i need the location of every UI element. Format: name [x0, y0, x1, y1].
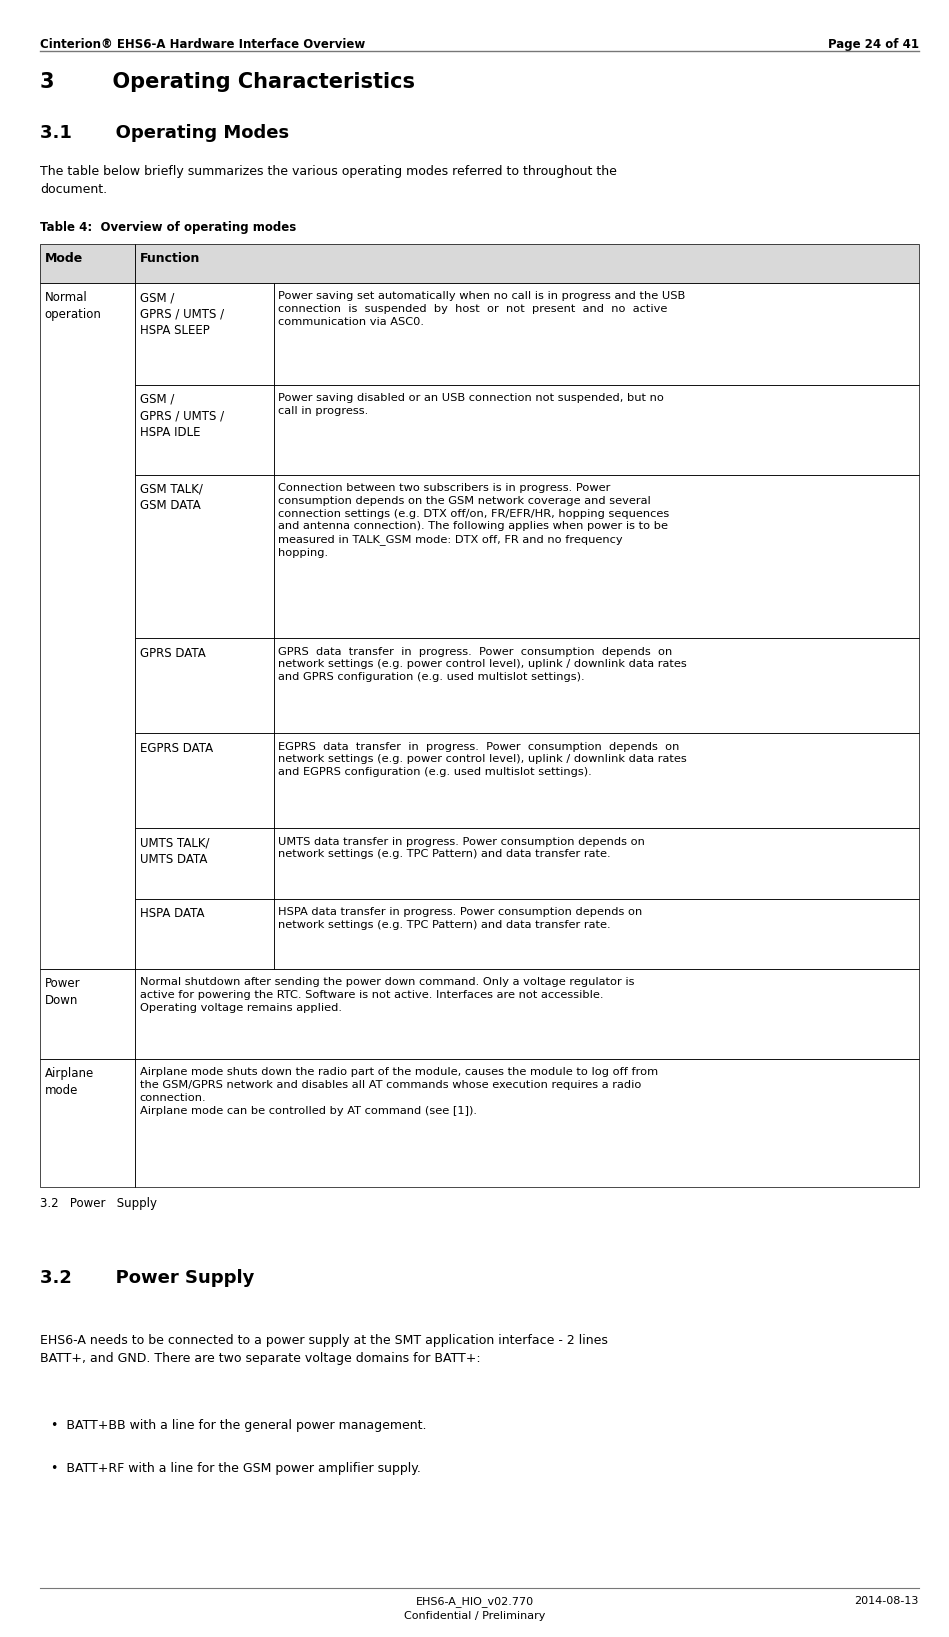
Text: •  BATT+BB with a line for the general power management.: • BATT+BB with a line for the general po… — [51, 1419, 427, 1432]
Bar — [135, 244, 919, 283]
Bar — [273, 475, 919, 638]
Bar — [135, 828, 273, 899]
Text: Normal
operation: Normal operation — [45, 291, 102, 321]
Bar — [135, 475, 273, 638]
Text: EGPRS DATA: EGPRS DATA — [140, 742, 213, 755]
Bar — [40, 244, 135, 283]
Bar — [135, 733, 273, 828]
Bar — [135, 385, 273, 475]
Text: Airplane
mode: Airplane mode — [45, 1067, 94, 1097]
Text: GSM /
GPRS / UMTS /
HSPA SLEEP: GSM / GPRS / UMTS / HSPA SLEEP — [140, 291, 224, 337]
Bar — [40, 969, 135, 1059]
Bar — [135, 244, 919, 283]
Text: Cinterion® EHS6-A Hardware Interface Overview: Cinterion® EHS6-A Hardware Interface Ove… — [40, 38, 365, 51]
Bar — [135, 283, 273, 385]
Text: Table 4:  Overview of operating modes: Table 4: Overview of operating modes — [40, 221, 296, 234]
Text: EHS6-A_HIO_v02.770
Confidential / Preliminary: EHS6-A_HIO_v02.770 Confidential / Prelim… — [404, 1596, 545, 1621]
Text: Power
Down: Power Down — [45, 977, 81, 1007]
Bar — [40, 1059, 135, 1187]
Bar — [273, 385, 919, 475]
Text: Page 24 of 41: Page 24 of 41 — [828, 38, 919, 51]
Bar — [273, 828, 919, 899]
Bar — [273, 733, 919, 828]
Text: GSM /
GPRS / UMTS /
HSPA IDLE: GSM / GPRS / UMTS / HSPA IDLE — [140, 393, 224, 439]
Bar — [135, 1059, 919, 1187]
Bar — [273, 899, 919, 969]
Text: 3.2   Power   Supply: 3.2 Power Supply — [40, 1197, 157, 1210]
Text: EHS6-A needs to be connected to a power supply at the SMT application interface : EHS6-A needs to be connected to a power … — [40, 1334, 607, 1365]
Bar — [40, 244, 135, 283]
Text: GPRS  data  transfer  in  progress.  Power  consumption  depends  on
network set: GPRS data transfer in progress. Power co… — [278, 647, 687, 683]
Text: EGPRS  data  transfer  in  progress.  Power  consumption  depends  on
network se: EGPRS data transfer in progress. Power c… — [278, 742, 687, 778]
Text: UMTS data transfer in progress. Power consumption depends on
network settings (e: UMTS data transfer in progress. Power co… — [278, 837, 645, 859]
Bar — [273, 638, 919, 733]
Text: GPRS DATA: GPRS DATA — [140, 647, 205, 660]
Text: 3        Operating Characteristics: 3 Operating Characteristics — [40, 72, 415, 92]
Text: Connection between two subscribers is in progress. Power
consumption depends on : Connection between two subscribers is in… — [278, 483, 670, 558]
Text: Power saving set automatically when no call is in progress and the USB
connectio: Power saving set automatically when no c… — [278, 291, 685, 327]
Bar — [273, 283, 919, 385]
Text: 3.1       Operating Modes: 3.1 Operating Modes — [40, 124, 289, 142]
Text: 2014-08-13: 2014-08-13 — [854, 1596, 919, 1606]
Text: Normal shutdown after sending the power down command. Only a voltage regulator i: Normal shutdown after sending the power … — [140, 977, 634, 1013]
Text: Function: Function — [140, 252, 200, 265]
Text: •  BATT+RF with a line for the GSM power amplifier supply.: • BATT+RF with a line for the GSM power … — [51, 1462, 421, 1475]
Text: GSM TALK/
GSM DATA: GSM TALK/ GSM DATA — [140, 483, 202, 512]
Bar — [135, 638, 273, 733]
Bar — [135, 969, 919, 1059]
Text: Airplane mode shuts down the radio part of the module, causes the module to log : Airplane mode shuts down the radio part … — [140, 1067, 658, 1116]
Text: 3.2       Power Supply: 3.2 Power Supply — [40, 1269, 254, 1287]
Text: HSPA DATA: HSPA DATA — [140, 907, 204, 920]
Text: UMTS TALK/
UMTS DATA: UMTS TALK/ UMTS DATA — [140, 837, 209, 866]
Bar — [40, 283, 135, 969]
Text: Power saving disabled or an USB connection not suspended, but no
call in progres: Power saving disabled or an USB connecti… — [278, 393, 664, 416]
Bar — [135, 899, 273, 969]
Text: Mode: Mode — [45, 252, 83, 265]
Text: The table below briefly summarizes the various operating modes referred to throu: The table below briefly summarizes the v… — [40, 165, 617, 196]
Text: HSPA data transfer in progress. Power consumption depends on
network settings (e: HSPA data transfer in progress. Power co… — [278, 907, 642, 930]
